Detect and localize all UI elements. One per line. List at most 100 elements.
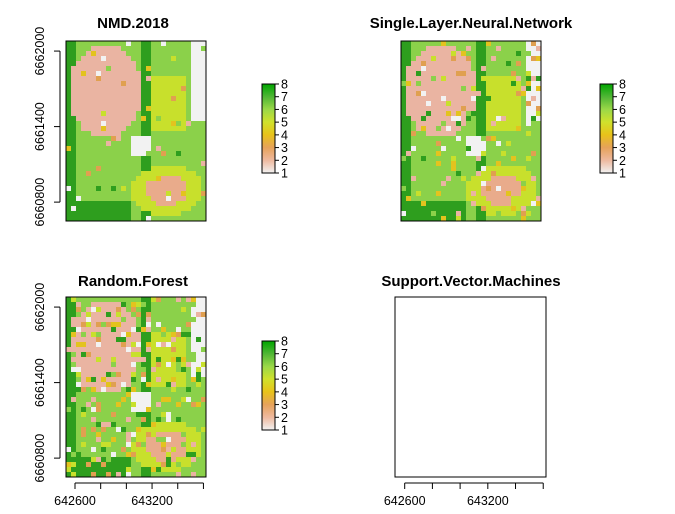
raster-cell: [96, 387, 102, 393]
raster-cell: [76, 347, 82, 353]
raster-cell: [106, 472, 112, 477]
raster-cell: [71, 417, 77, 423]
raster-cell: [506, 101, 512, 107]
raster-cell: [146, 151, 152, 157]
raster-cell: [156, 206, 162, 212]
raster-cell: [96, 201, 102, 207]
raster-cell: [161, 116, 167, 122]
raster-cell: [81, 357, 87, 363]
raster-cell: [501, 46, 507, 52]
raster-cell: [81, 66, 87, 72]
raster-cell: [196, 472, 202, 477]
raster-cell: [186, 402, 192, 408]
raster-cell: [146, 332, 152, 338]
raster-cell: [106, 41, 112, 47]
raster-cell: [531, 51, 537, 57]
raster-cell: [86, 71, 92, 77]
raster-cell: [171, 417, 177, 423]
raster-cell: [76, 106, 82, 112]
raster-cell: [146, 357, 152, 363]
raster-cell: [486, 51, 492, 57]
raster-cell: [71, 422, 77, 428]
raster-cell: [486, 86, 492, 92]
raster-cell: [501, 141, 507, 147]
raster-cell: [71, 131, 77, 137]
raster-cell: [136, 362, 142, 368]
raster-cell: [406, 96, 412, 102]
raster-cell: [446, 176, 452, 182]
raster-cell: [146, 76, 152, 82]
raster-cell: [481, 51, 487, 57]
raster-cell: [196, 171, 202, 177]
raster-cell: [191, 201, 197, 207]
raster-cell: [416, 141, 422, 147]
raster-cell: [91, 86, 97, 92]
raster-cell: [406, 116, 412, 122]
raster-cell: [431, 146, 437, 152]
raster-cell: [406, 71, 412, 77]
raster-cell: [146, 422, 152, 428]
raster-cell: [161, 312, 167, 318]
raster-cell: [471, 111, 477, 117]
raster-cell: [476, 116, 482, 122]
raster-cell: [451, 211, 457, 217]
raster-cell: [191, 141, 197, 147]
raster-cell: [161, 181, 167, 187]
raster-cell: [431, 126, 437, 132]
raster-cell: [431, 46, 437, 52]
raster-cell: [101, 166, 107, 172]
raster-cell: [126, 161, 132, 167]
raster-cell: [81, 362, 87, 368]
raster-cell: [426, 216, 432, 221]
raster-cell: [96, 166, 102, 172]
raster-cell: [71, 437, 77, 443]
raster-cell: [526, 171, 532, 177]
raster-cell: [161, 442, 167, 448]
raster-cell: [121, 56, 127, 62]
raster-cell: [81, 206, 87, 212]
raster-cell: [91, 141, 97, 147]
raster-cell: [486, 116, 492, 122]
raster-cell: [526, 156, 532, 162]
raster-cell: [96, 56, 102, 62]
raster-cell: [86, 382, 92, 388]
raster-cell: [421, 171, 427, 177]
raster-cell: [76, 51, 82, 57]
raster-cell: [186, 422, 192, 428]
raster-cell: [186, 307, 192, 313]
raster-cell: [116, 302, 122, 308]
raster-cell: [471, 176, 477, 182]
raster-cell: [161, 186, 167, 192]
raster-cell: [406, 86, 412, 92]
raster-cell: [96, 392, 102, 398]
raster-cell: [536, 56, 541, 62]
raster-cell: [101, 442, 107, 448]
raster-cell: [131, 412, 137, 418]
raster-cell: [451, 101, 457, 107]
raster-cell: [111, 452, 117, 458]
raster-cell: [486, 211, 492, 217]
raster-cell: [96, 382, 102, 388]
raster-cell: [161, 452, 167, 458]
raster-cell: [191, 347, 197, 353]
raster-cell: [86, 467, 92, 473]
raster-cell: [171, 422, 177, 428]
raster-cell: [71, 166, 77, 172]
raster-cell: [66, 467, 72, 473]
raster-cell: [106, 176, 112, 182]
raster-cell: [171, 211, 177, 217]
raster-cell: [181, 216, 187, 221]
raster-cell: [131, 362, 137, 368]
raster-cell: [411, 81, 417, 87]
raster-cell: [466, 151, 472, 157]
raster-cell: [91, 432, 97, 438]
raster-cell: [101, 342, 107, 348]
raster-cell: [121, 101, 127, 107]
raster-cell: [161, 302, 167, 308]
raster-cell: [116, 76, 122, 82]
raster-cell: [116, 201, 122, 207]
raster-cell: [506, 156, 512, 162]
raster-cell: [461, 41, 467, 47]
raster-cell: [176, 332, 182, 338]
raster-cell: [456, 171, 462, 177]
